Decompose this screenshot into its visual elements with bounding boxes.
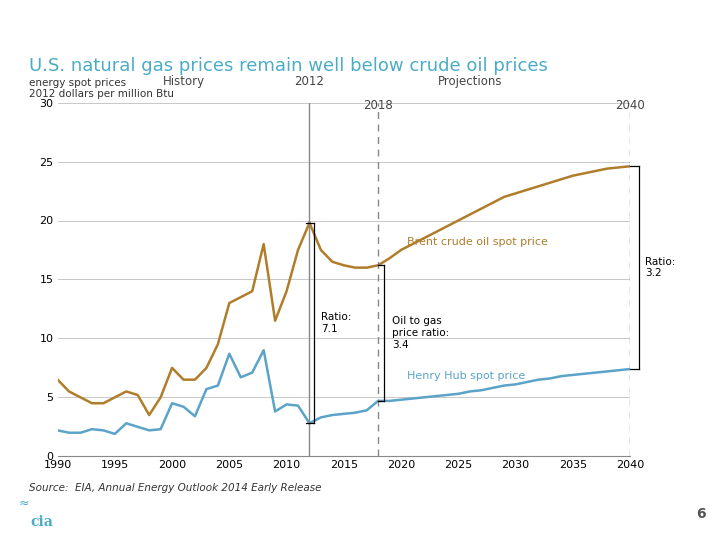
Text: cia: cia [30, 515, 53, 529]
FancyBboxPatch shape [0, 489, 83, 540]
FancyBboxPatch shape [678, 492, 720, 536]
Text: 2018: 2018 [364, 99, 393, 112]
Text: energy spot prices: energy spot prices [29, 78, 126, 89]
Text: Projections: Projections [438, 76, 502, 89]
Text: U.S. natural gas prices remain well below crude oil prices: U.S. natural gas prices remain well belo… [29, 57, 548, 75]
Text: 2012 dollars per million Btu: 2012 dollars per million Btu [29, 89, 174, 99]
Text: 6: 6 [696, 508, 706, 521]
Text: Argus Americas Crude Summit: Argus Americas Crude Summit [97, 502, 247, 512]
Text: History: History [163, 76, 204, 89]
Text: 2012: 2012 [294, 76, 325, 89]
Text: Oil to gas
price ratio:
3.4: Oil to gas price ratio: 3.4 [392, 316, 449, 350]
Text: Ratio:
7.1: Ratio: 7.1 [321, 312, 351, 334]
Text: 2040: 2040 [615, 99, 645, 112]
Text: Source:  EIA, Annual Energy Outlook 2014 Early Release: Source: EIA, Annual Energy Outlook 2014 … [29, 483, 321, 494]
Text: Henry Hub spot price: Henry Hub spot price [407, 371, 525, 381]
Text: January 22, 2014: January 22, 2014 [97, 521, 181, 531]
Text: ≈: ≈ [19, 497, 29, 510]
Text: Brent crude oil spot price: Brent crude oil spot price [407, 237, 548, 247]
Text: Ratio:
3.2: Ratio: 3.2 [645, 257, 675, 279]
